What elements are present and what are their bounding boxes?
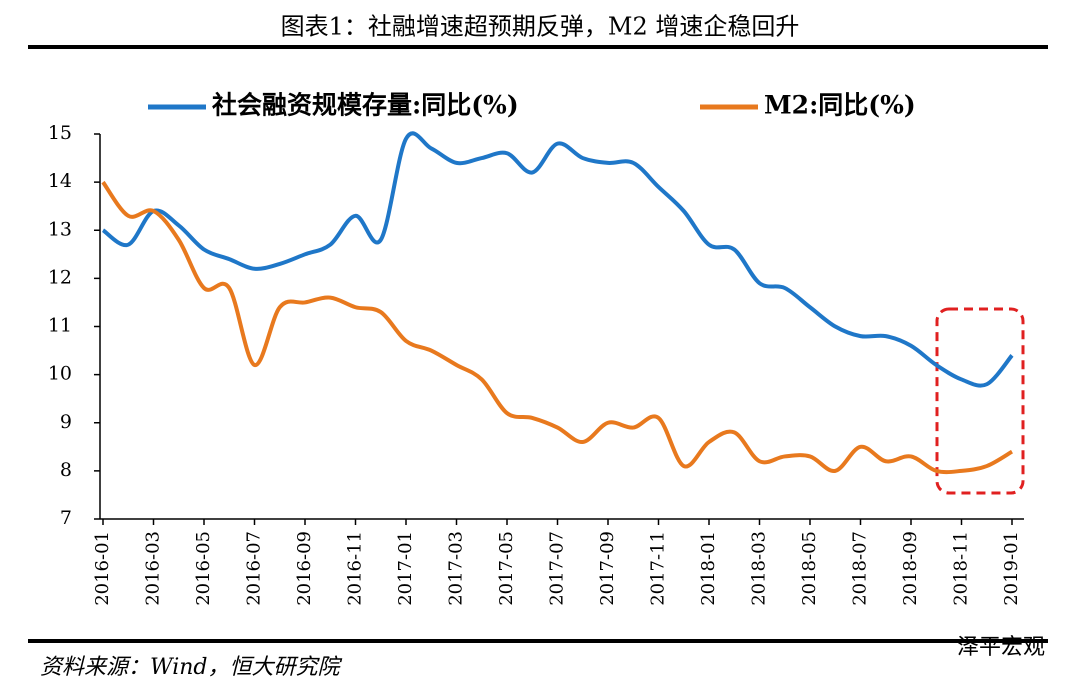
y-tick-label: 9 (60, 411, 72, 433)
watermark: 泽平宏观 (957, 635, 1045, 660)
x-tick-label: 2017-09 (597, 531, 618, 606)
x-tick-label: 2017-11 (648, 531, 669, 606)
y-tick-label: 11 (48, 315, 72, 337)
source-note: 资料来源：Wind，恒大研究院 (40, 655, 343, 680)
y-tick-label: 8 (60, 459, 72, 481)
x-tick-label: 2018-03 (749, 531, 770, 606)
x-tick-label: 2016-01 (92, 531, 113, 606)
x-tick-label: 2019-01 (1001, 531, 1022, 606)
y-tick-label: 7 (60, 507, 72, 529)
x-tick-label: 2017-07 (547, 531, 568, 606)
x-tick-label: 2016-11 (345, 531, 366, 606)
chart-title: 图表1：社融增速超预期反弹，M2 增速企稳回升 (281, 13, 800, 41)
x-tick-label: 2016-09 (294, 531, 315, 606)
y-tick-label: 15 (48, 122, 72, 144)
highlight-box (935, 307, 1025, 495)
x-tick-label: 2018-01 (698, 531, 719, 606)
x-tick-label: 2018-05 (799, 531, 820, 606)
y-tick-label: 14 (48, 170, 72, 192)
x-tick-label: 2017-01 (395, 531, 416, 606)
x-tick-label: 2017-05 (496, 531, 517, 606)
y-tick-label: 10 (48, 363, 72, 385)
x-tick-label: 2018-11 (951, 531, 972, 606)
x-tick-label: 2016-07 (244, 531, 265, 606)
y-tick-label: 13 (48, 218, 72, 240)
x-tick-label: 2018-09 (900, 531, 921, 606)
title-rule (28, 45, 1048, 49)
x-tick-label: 2016-05 (193, 531, 214, 606)
x-tick-label: 2017-03 (446, 531, 467, 606)
series-line (101, 131, 1014, 388)
x-tick-label: 2016-03 (143, 531, 164, 606)
series-line (101, 180, 1014, 475)
x-tick-label: 2018-07 (850, 531, 871, 606)
footer-rule (28, 639, 1048, 643)
legend-label: 社会融资规模存量:同比(%) (212, 91, 519, 120)
y-tick-label: 12 (48, 266, 72, 288)
legend-label: M2:同比(%) (764, 91, 916, 120)
